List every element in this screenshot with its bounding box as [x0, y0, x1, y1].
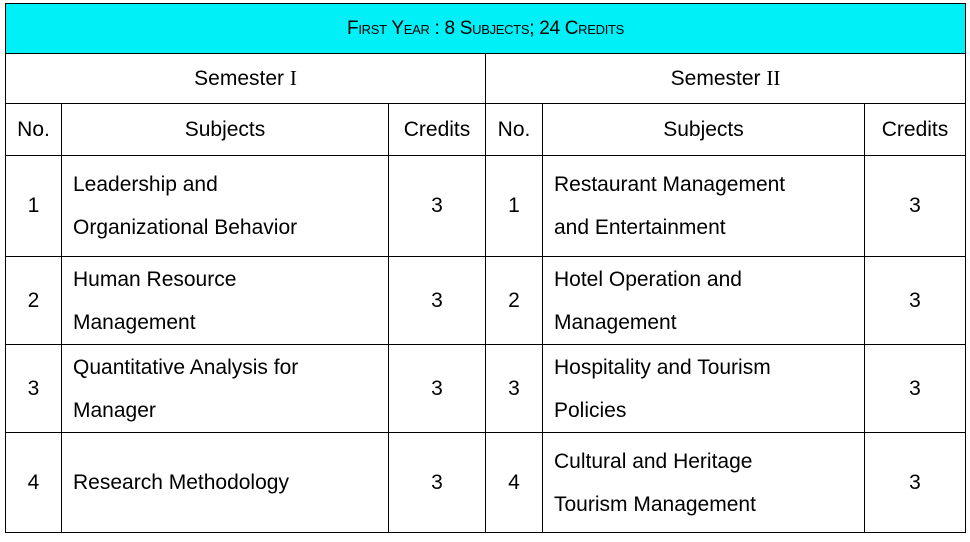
credits-cell: 3 [388, 256, 486, 345]
subject-cell: Cultural and Heritage Tourism Management [542, 432, 865, 533]
row-number: 4 [5, 432, 62, 533]
credits-cell: 3 [863, 344, 967, 433]
column-header-credits: Credits [863, 103, 967, 156]
table-row: 3 Quantitative Analysis for Manager 3 3 H… [5, 344, 967, 433]
row-number: 4 [485, 432, 543, 533]
row-number: 2 [485, 256, 543, 345]
row-number: 3 [485, 344, 543, 433]
column-header-subjects: Subjects [542, 103, 865, 156]
credits-cell: 3 [388, 432, 486, 533]
subject-cell: Quantitative Analysis for Manager [61, 344, 389, 433]
row-number: 3 [5, 344, 62, 433]
table-row: 4 Research Methodology 3 4 Cultural and … [5, 432, 967, 533]
subject-cell: Leadership and Organizational Behavior [61, 155, 389, 257]
curriculum-table: First Year : 8 Subjects; 24 Credits Seme… [4, 3, 967, 533]
subject-cell: Restaurant Management and Entertainment [542, 155, 865, 257]
table-row: 1 Leadership and Organizational Behavior … [5, 155, 967, 257]
subject-cell: Human Resource Management [61, 256, 389, 345]
credits-cell: 3 [863, 432, 967, 533]
table-row: 2 Human Resource Management 3 2 Hotel Ope… [5, 256, 967, 345]
column-header-credits: Credits [388, 103, 486, 156]
semester-1-header: Semester I [5, 53, 486, 104]
credits-cell: 3 [388, 344, 486, 433]
credits-cell: 3 [863, 155, 967, 257]
subject-cell: Research Methodology [61, 432, 389, 533]
row-number: 2 [5, 256, 62, 345]
subject-cell: Hotel Operation and Management [542, 256, 865, 345]
credits-cell: 3 [388, 155, 486, 257]
subject-cell: Hospitality and Tourism Policies [542, 344, 865, 433]
column-header-subjects: Subjects [61, 103, 389, 156]
semester-2-header: Semester II [484, 53, 967, 104]
column-header-no: No. [485, 103, 543, 156]
column-header-no: No. [5, 103, 62, 156]
row-number: 1 [5, 155, 62, 257]
row-number: 1 [485, 155, 543, 257]
credits-cell: 3 [863, 256, 967, 345]
table-title: First Year : 8 Subjects; 24 Credits [4, 3, 967, 54]
